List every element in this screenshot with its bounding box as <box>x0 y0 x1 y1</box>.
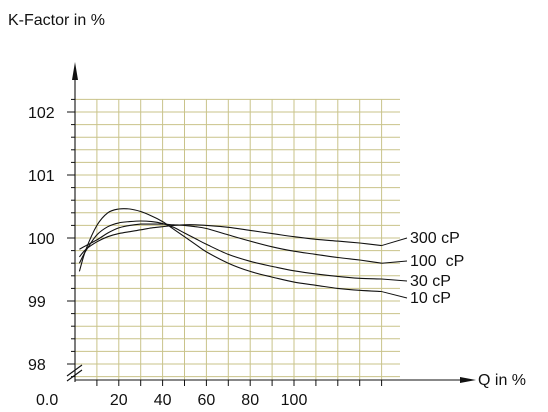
y-tick-label: 100 <box>28 231 55 248</box>
x-tick-label: 100 <box>281 392 308 409</box>
y-tick-label: 99 <box>28 294 46 311</box>
y-tick-label: 102 <box>28 105 55 122</box>
series-line <box>79 223 382 264</box>
series-label: 10 cP <box>410 290 451 307</box>
series-label: 100 cP <box>410 253 464 270</box>
y-axis-arrow-icon <box>72 62 78 80</box>
x-tick-label: 40 <box>154 392 172 409</box>
ticks <box>67 98 383 386</box>
series-leader-line <box>381 237 408 247</box>
x-axis-arrow-icon <box>460 377 476 383</box>
labels-layer: K-Factor in % Q in % 0.0 98 99 100 101 102 20… <box>8 12 526 409</box>
axis-break-mark-2 <box>66 364 83 377</box>
y-tick-label: 98 <box>28 357 46 374</box>
series-line <box>78 224 382 258</box>
series-label: 30 cP <box>410 273 451 290</box>
y-axis-label: K-Factor in % <box>8 12 105 29</box>
series-leader-line <box>381 260 408 264</box>
series-label: 300 cP <box>410 230 460 247</box>
x-axis-label: Q in % <box>478 372 526 389</box>
x-tick-label: 20 <box>110 392 128 409</box>
y-tick-label: 101 <box>28 168 55 185</box>
series-line <box>78 208 382 293</box>
series-layer <box>78 208 408 299</box>
x-origin-label: 0.0 <box>36 392 58 409</box>
axes <box>66 62 476 383</box>
x-tick-label: 60 <box>198 392 216 409</box>
series-line <box>78 220 382 280</box>
series-leader-line <box>381 278 408 282</box>
series-leader-line <box>381 291 408 299</box>
axis-break-mark-1 <box>66 369 83 382</box>
x-tick-label: 80 <box>241 392 259 409</box>
grid <box>75 98 400 380</box>
